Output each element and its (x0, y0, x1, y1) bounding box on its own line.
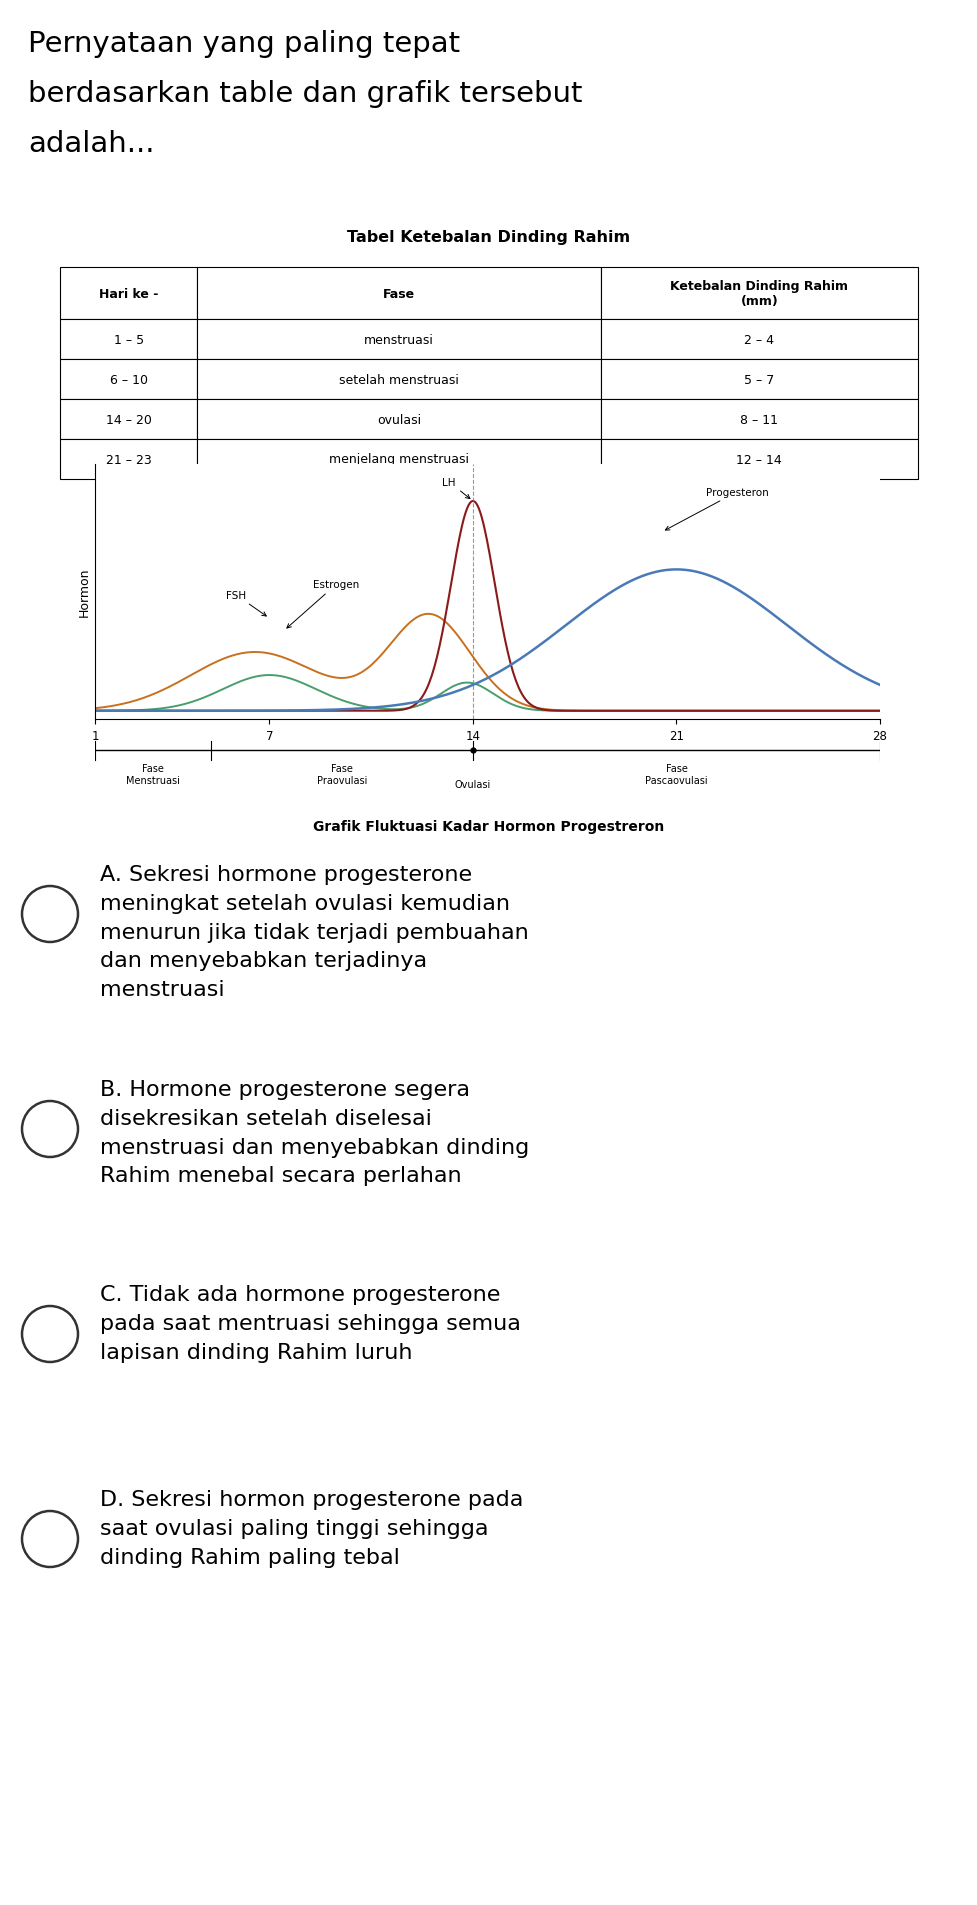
Text: Fase: Fase (382, 288, 414, 301)
Text: 21 – 23: 21 – 23 (106, 453, 151, 467)
Text: Ketebalan Dinding Rahim
(mm): Ketebalan Dinding Rahim (mm) (669, 280, 847, 309)
Bar (600, 440, 917, 480)
Text: C. Tidak ada hormone progesterone
pada saat mentruasi sehingga semua
lapisan din: C. Tidak ada hormone progesterone pada s… (100, 1284, 521, 1362)
Bar (600, 360, 917, 400)
Bar (60, 400, 197, 440)
Text: B. Hormone progesterone segera
disekresikan setelah diselesai
menstruasi dan men: B. Hormone progesterone segera disekresi… (100, 1080, 529, 1185)
Bar (600, 320, 917, 360)
Text: menstruasi: menstruasi (363, 333, 434, 347)
Text: Pernyataan yang paling tepat: Pernyataan yang paling tepat (28, 30, 459, 57)
Text: 1 – 5: 1 – 5 (113, 333, 144, 347)
Text: Hari ke -: Hari ke - (99, 288, 158, 301)
Bar (197, 269, 600, 320)
Text: ovulasi: ovulasi (376, 413, 420, 427)
Bar (197, 360, 600, 400)
Text: 2 – 4: 2 – 4 (743, 333, 774, 347)
Text: berdasarkan table dan grafik tersebut: berdasarkan table dan grafik tersebut (28, 80, 582, 109)
Bar (197, 440, 600, 480)
Text: 14 – 20: 14 – 20 (106, 413, 151, 427)
Bar (600, 269, 917, 320)
Bar (197, 320, 600, 360)
Text: setelah menstruasi: setelah menstruasi (339, 373, 458, 387)
Text: Ovulasi: Ovulasi (454, 779, 490, 791)
Bar (60, 320, 197, 360)
Bar (60, 269, 197, 320)
Text: Fase
Menstruasi: Fase Menstruasi (126, 764, 180, 785)
Text: Fase
Praovulasi: Fase Praovulasi (317, 764, 367, 785)
Text: LH: LH (442, 478, 470, 499)
Text: D. Sekresi hormon progesterone pada
saat ovulasi paling tinggi sehingga
dinding : D. Sekresi hormon progesterone pada saat… (100, 1490, 523, 1566)
Bar (60, 440, 197, 480)
Text: adalah...: adalah... (28, 130, 154, 158)
Bar (600, 400, 917, 440)
Text: 5 – 7: 5 – 7 (743, 373, 774, 387)
Text: 12 – 14: 12 – 14 (736, 453, 782, 467)
Text: FSH: FSH (226, 591, 266, 617)
Text: menjelang menstruasi: menjelang menstruasi (328, 453, 468, 467)
Text: A. Sekresi hormone progesterone
meningkat setelah ovulasi kemudian
menurun jika : A. Sekresi hormone progesterone meningka… (100, 865, 529, 1000)
Bar (197, 400, 600, 440)
Bar (60, 360, 197, 400)
Text: Fase
Pascaovulasi: Fase Pascaovulasi (645, 764, 707, 785)
Text: 8 – 11: 8 – 11 (740, 413, 778, 427)
Text: Grafik Fluktuasi Kadar Hormon Progestreron: Grafik Fluktuasi Kadar Hormon Progestrer… (313, 819, 664, 834)
Text: Estrogen: Estrogen (286, 581, 359, 629)
Text: Tabel Ketebalan Dinding Rahim: Tabel Ketebalan Dinding Rahim (347, 231, 630, 246)
Text: Progesteron: Progesteron (664, 488, 768, 531)
Text: 6 – 10: 6 – 10 (109, 373, 148, 387)
Y-axis label: Hormon: Hormon (78, 568, 91, 617)
